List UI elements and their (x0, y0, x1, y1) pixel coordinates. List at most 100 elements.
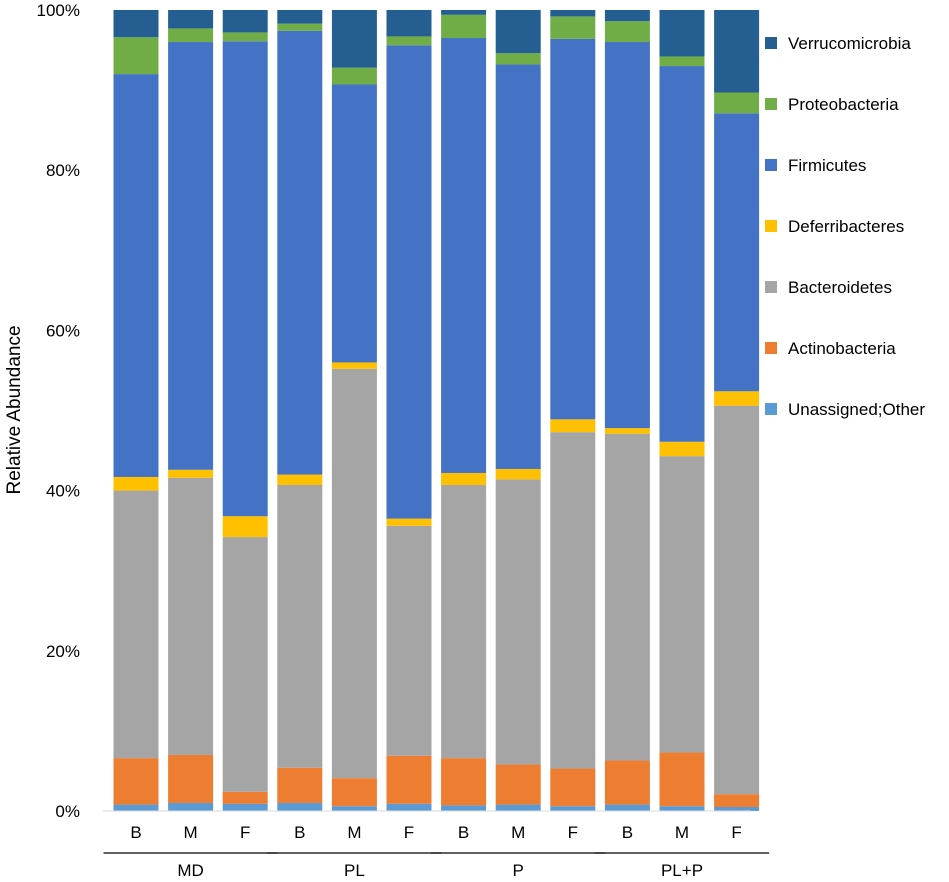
legend-item: Proteobacteria (765, 95, 899, 114)
bar-segment (659, 441, 705, 457)
legend-label: Verrucomicrobia (788, 34, 911, 53)
bar-segment (222, 516, 268, 538)
bar-segment (113, 804, 159, 811)
y-axis-ticks: 0% 20% 40% 60% 80% 100% (37, 1, 80, 821)
y-tick-label: 60% (46, 321, 80, 340)
legend-swatch (765, 342, 777, 354)
bar-segment (714, 92, 760, 114)
x-tick-label: F (568, 823, 578, 842)
legend-label: Proteobacteria (788, 95, 899, 114)
legend-swatch (765, 281, 777, 293)
y-tick-label: 40% (46, 482, 80, 501)
bar-segment (331, 778, 377, 807)
legend-item: Unassigned;Other (765, 400, 925, 419)
bars (113, 10, 760, 811)
bar-segment (659, 66, 705, 442)
bar-segment (495, 64, 541, 469)
group-label: PL (344, 861, 365, 880)
bar-segment (604, 42, 650, 429)
bar-segment (550, 10, 596, 17)
bar-segment (113, 10, 159, 38)
bar-segment (331, 10, 377, 68)
bar-segment (331, 67, 377, 85)
bar-segment (441, 472, 487, 485)
bar-segment (222, 537, 268, 792)
bar-segment (441, 38, 487, 473)
legend-label: Bacteroidetes (788, 278, 892, 297)
bar-segment (386, 36, 432, 46)
bar-segment (113, 37, 159, 75)
bar-segment (550, 432, 596, 769)
bar-segment (386, 10, 432, 37)
legend-item: Bacteroidetes (765, 278, 892, 297)
group-labels: MD PL P PL+P (103, 852, 770, 880)
bar-segment (386, 45, 432, 519)
bar-segment (714, 391, 760, 406)
bar-segment (604, 760, 650, 805)
bar-segment (550, 38, 596, 420)
bar-segment (386, 755, 432, 804)
bar-stack (331, 10, 377, 811)
legend-swatch (765, 403, 777, 415)
bar-segment (441, 10, 487, 15)
legend: Verrucomicrobia Proteobacteria Firmicutes D… (765, 34, 925, 419)
bar-stack (604, 10, 650, 811)
legend-label: Firmicutes (788, 156, 866, 175)
legend-swatch (765, 98, 777, 110)
bar-segment (659, 56, 705, 67)
x-tick-label: M (347, 823, 361, 842)
bar-segment (168, 42, 214, 470)
bar-segment (386, 803, 432, 811)
bar-stack (659, 10, 705, 811)
bar-segment (659, 456, 705, 753)
x-tick-label: B (622, 823, 633, 842)
group-label: P (513, 861, 524, 880)
bar-segment (168, 10, 214, 29)
bar-segment (113, 74, 159, 477)
legend-item: Actinobacteria (765, 339, 896, 358)
bar-segment (604, 10, 650, 22)
y-tick-label: 20% (46, 642, 80, 661)
bar-segment (277, 484, 323, 768)
bar-segment (550, 806, 596, 811)
x-tick-label: F (240, 823, 250, 842)
bar-segment (495, 10, 541, 54)
bar-segment (659, 752, 705, 807)
bar-stack (222, 10, 268, 811)
bar-segment (277, 10, 323, 24)
bar-segment (604, 433, 650, 761)
legend-swatch (765, 159, 777, 171)
legend-item: Firmicutes (765, 156, 866, 175)
bar-segment (277, 30, 323, 475)
x-tick-label: B (130, 823, 141, 842)
bar-stack (277, 10, 323, 811)
bar-segment (168, 754, 214, 803)
bar-segment (550, 419, 596, 433)
bar-segment (441, 805, 487, 811)
y-tick-label: 0% (55, 802, 80, 821)
bar-stack (495, 10, 541, 811)
bar-segment (441, 758, 487, 806)
bar-segment (386, 525, 432, 756)
legend-label: Actinobacteria (788, 339, 896, 358)
legend-item: Verrucomicrobia (765, 34, 911, 53)
bar-segment (604, 21, 650, 43)
legend-swatch (765, 37, 777, 49)
x-tick-label: M (184, 823, 198, 842)
bar-segment (331, 84, 377, 363)
bar-segment (222, 32, 268, 42)
x-tick-label: F (731, 823, 741, 842)
x-tick-label: M (675, 823, 689, 842)
bar-stack (550, 10, 596, 811)
bar-segment (331, 362, 377, 369)
bar-segment (113, 758, 159, 805)
legend-item: Deferribacteres (765, 217, 904, 236)
bar-segment (113, 490, 159, 759)
bar-segment (277, 767, 323, 803)
bar-segment (495, 764, 541, 805)
x-tick-label: B (458, 823, 469, 842)
bar-segment (222, 791, 268, 804)
bar-segment (495, 479, 541, 765)
bar-segment (331, 806, 377, 811)
